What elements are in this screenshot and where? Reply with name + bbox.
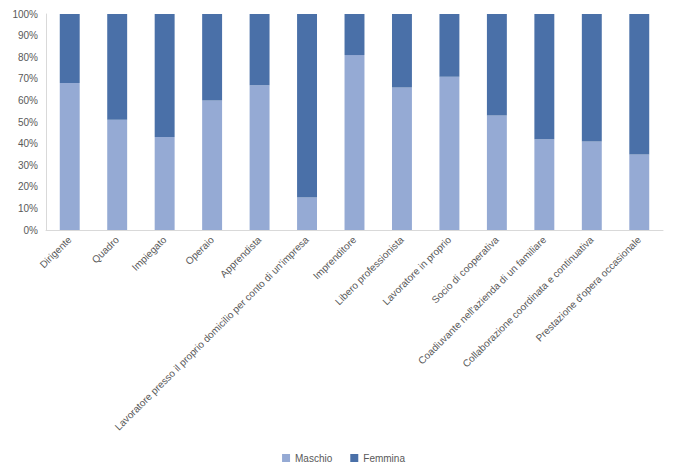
svg-text:60%: 60% bbox=[18, 95, 38, 106]
svg-text:Libero professionista: Libero professionista bbox=[332, 234, 406, 307]
svg-text:30%: 30% bbox=[18, 160, 38, 171]
svg-text:40%: 40% bbox=[18, 138, 38, 149]
svg-text:80%: 80% bbox=[18, 52, 38, 63]
svg-text:Lavoratore in proprio: Lavoratore in proprio bbox=[380, 234, 454, 307]
svg-text:10%: 10% bbox=[18, 203, 38, 214]
svg-text:Impiegato: Impiegato bbox=[130, 234, 169, 273]
svg-text:Prestazione d'opera occasional: Prestazione d'opera occasionale bbox=[534, 234, 644, 344]
svg-text:50%: 50% bbox=[18, 117, 38, 128]
svg-text:Socio di cooperativa: Socio di cooperativa bbox=[429, 234, 501, 306]
svg-text:Apprendista: Apprendista bbox=[218, 234, 264, 280]
svg-text:20%: 20% bbox=[18, 181, 38, 192]
svg-text:Femmina: Femmina bbox=[363, 453, 405, 464]
svg-text:Quadro: Quadro bbox=[90, 234, 122, 266]
svg-text:0%: 0% bbox=[24, 225, 39, 236]
svg-text:Lavoratore presso il proprio d: Lavoratore presso il proprio domicilio p… bbox=[113, 234, 312, 433]
svg-text:Collaborazione coordinata e co: Collaborazione coordinata e continuativa bbox=[460, 234, 596, 370]
svg-text:Maschio: Maschio bbox=[295, 453, 333, 464]
svg-text:Imprenditore: Imprenditore bbox=[311, 234, 359, 282]
svg-text:100%: 100% bbox=[12, 9, 38, 20]
svg-text:70%: 70% bbox=[18, 73, 38, 84]
svg-text:Coadiuvante nell'azienda di un: Coadiuvante nell'azienda di un familiare bbox=[415, 234, 549, 367]
svg-text:Operaio: Operaio bbox=[183, 234, 216, 267]
svg-text:90%: 90% bbox=[18, 30, 38, 41]
svg-text:Dirigente: Dirigente bbox=[38, 234, 74, 270]
